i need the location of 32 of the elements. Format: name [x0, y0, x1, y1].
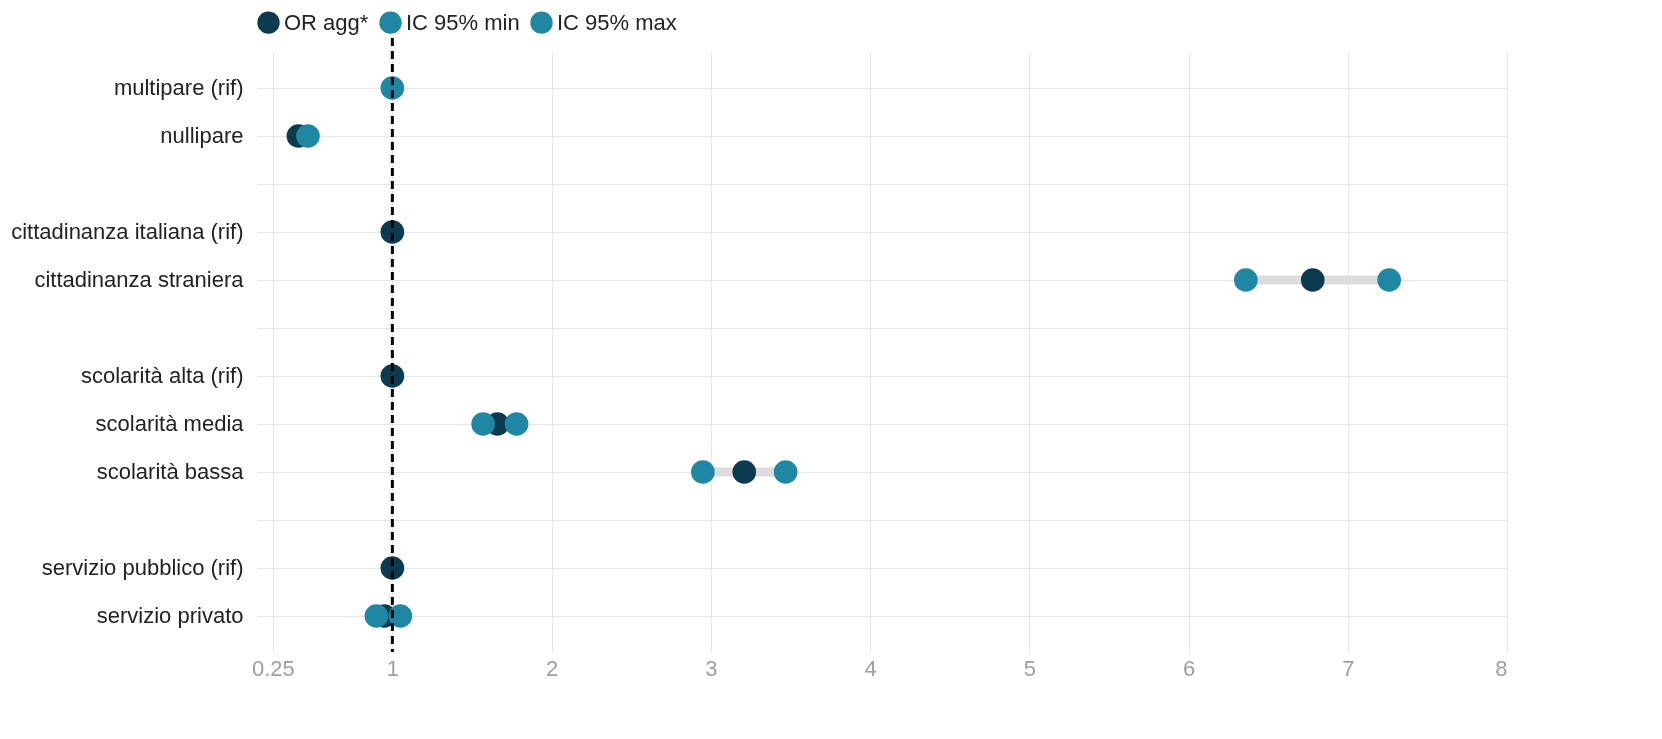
x-tick-label: 7 — [1342, 655, 1355, 681]
point — [1300, 268, 1325, 292]
y-tick-label: servizio pubblico (rif) — [41, 555, 244, 580]
point — [388, 604, 413, 628]
x-tick-label: 8 — [1495, 655, 1508, 681]
point — [732, 460, 757, 484]
y-tick-label: cittadinanza straniera — [34, 267, 245, 292]
legend-label: OR agg* — [284, 9, 369, 35]
y-tick-label: scolarità alta (rif) — [80, 363, 244, 388]
x-tick-label: 0.25 — [252, 655, 295, 681]
y-tick-label: scolarità bassa — [96, 459, 245, 484]
point — [1377, 268, 1401, 292]
point — [691, 460, 715, 484]
y-tick-label: cittadinanza italiana (rif) — [11, 219, 244, 244]
point — [504, 412, 529, 436]
point — [364, 604, 389, 628]
point — [471, 412, 495, 436]
x-tick-label: 4 — [864, 655, 877, 681]
x-tick-label: 6 — [1182, 655, 1196, 681]
x-tick-label: 1 — [386, 655, 399, 681]
point — [1234, 268, 1258, 292]
y-tick-label: scolarità media — [95, 411, 245, 436]
y-tick-label: servizio privato — [96, 603, 244, 628]
legend-label: IC 95% max — [557, 9, 677, 35]
x-tick-label: 5 — [1023, 655, 1036, 681]
x-tick-label: 3 — [705, 655, 718, 681]
point — [773, 460, 798, 484]
point — [296, 124, 320, 148]
y-tick-label: multipare (rif) — [113, 75, 244, 100]
y-tick-label: nullipare — [160, 123, 244, 148]
x-tick-label: 2 — [545, 655, 559, 681]
legend-label: IC 95% min — [406, 9, 520, 35]
